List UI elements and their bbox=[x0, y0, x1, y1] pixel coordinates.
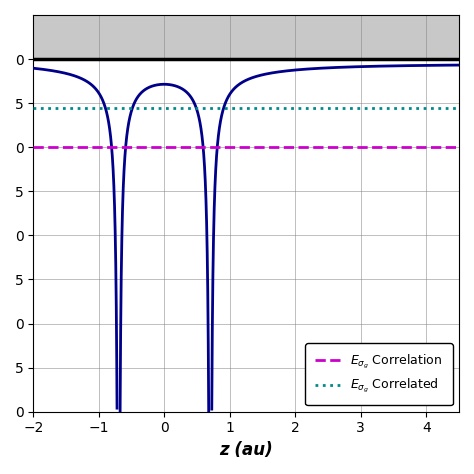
X-axis label: z (au): z (au) bbox=[219, 441, 273, 459]
Bar bbox=[34, 0, 459, 59]
Legend: $E_{\sigma_g}$ Correlation, $E_{\sigma_g}$ Correlated: $E_{\sigma_g}$ Correlation, $E_{\sigma_g… bbox=[305, 343, 453, 405]
